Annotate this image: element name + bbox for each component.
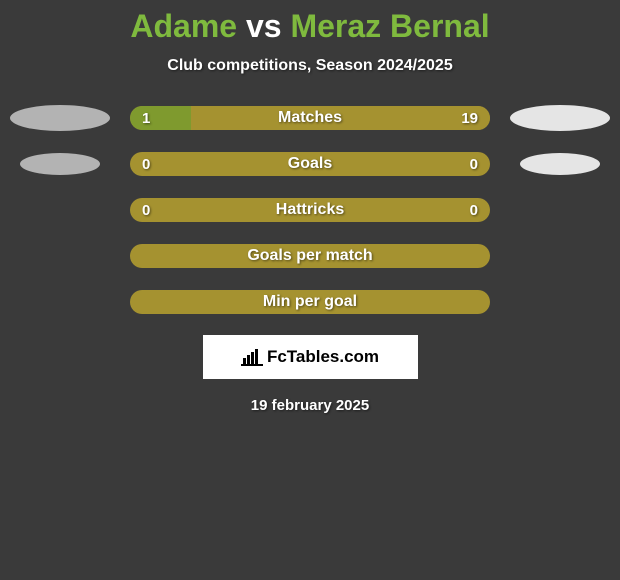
comparison-title: Adame vs Meraz Bernal [0, 8, 620, 45]
stats-area: 1 Matches 19 0 Goals 0 0 Hattricks 0 [0, 105, 620, 315]
logo-text: FcTables.com [267, 347, 379, 367]
stat-row-goals: 0 Goals 0 [10, 151, 610, 177]
stat-row-matches: 1 Matches 19 [10, 105, 610, 131]
goals-label: Goals [288, 155, 332, 173]
bar-hattricks: 0 Hattricks 0 [130, 198, 490, 222]
bar-fill-left [130, 106, 191, 130]
matches-right-value: 19 [461, 110, 478, 127]
hattricks-left-value: 0 [142, 202, 150, 219]
goals-right-value: 0 [470, 156, 478, 173]
bar-gpm: Goals per match [130, 244, 490, 268]
bar-mpg: Min per goal [130, 290, 490, 314]
stat-row-hattricks: 0 Hattricks 0 [10, 197, 610, 223]
matches-label: Matches [278, 109, 342, 127]
date-text: 19 february 2025 [0, 397, 620, 414]
player2-name: Meraz Bernal [290, 8, 489, 44]
fctables-logo[interactable]: FcTables.com [203, 335, 418, 379]
hattricks-right-value: 0 [470, 202, 478, 219]
mpg-label: Min per goal [263, 293, 357, 311]
bar-goals: 0 Goals 0 [130, 152, 490, 176]
subtitle: Club competitions, Season 2024/2025 [0, 57, 620, 75]
chart-icon [241, 348, 263, 366]
matches-left-value: 1 [142, 110, 150, 127]
bar-matches: 1 Matches 19 [130, 106, 490, 130]
vs-text: vs [246, 8, 282, 44]
gpm-label: Goals per match [247, 247, 372, 265]
stat-row-gpm: Goals per match [10, 243, 610, 269]
player1-badge-placeholder [10, 105, 110, 131]
hattricks-label: Hattricks [276, 201, 344, 219]
player2-badge-placeholder [510, 105, 610, 131]
goals-left-value: 0 [142, 156, 150, 173]
player2-badge-placeholder [520, 153, 600, 175]
player1-badge-placeholder [20, 153, 100, 175]
stat-row-mpg: Min per goal [10, 289, 610, 315]
player1-name: Adame [130, 8, 237, 44]
